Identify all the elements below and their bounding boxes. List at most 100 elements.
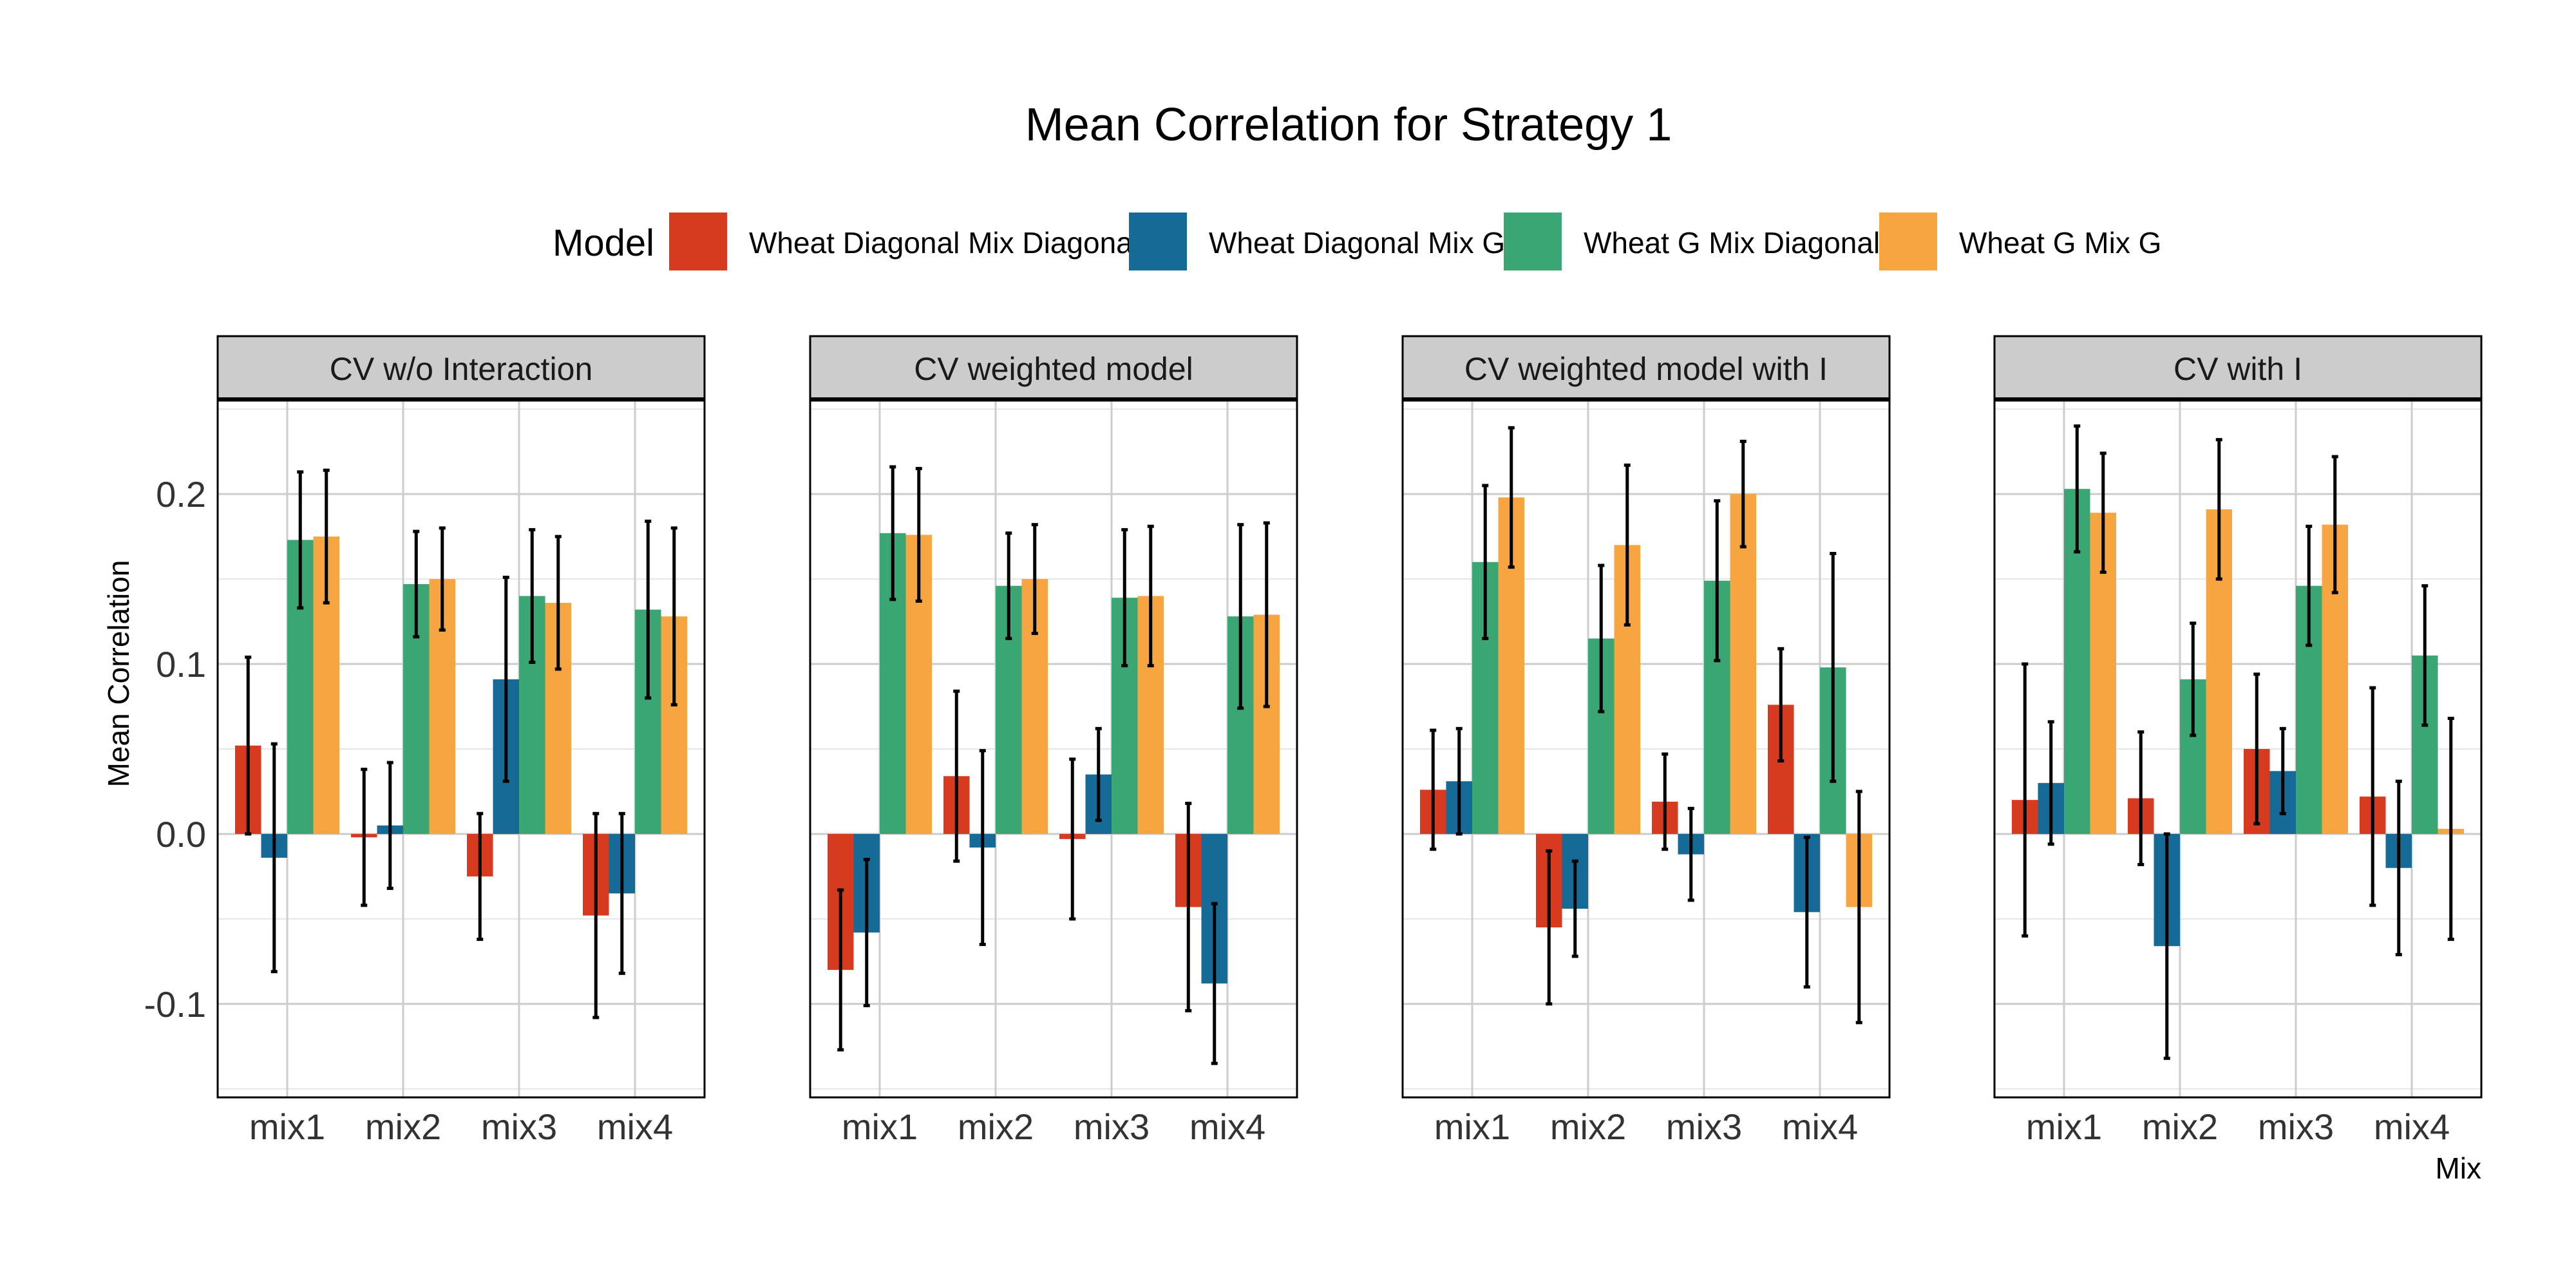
x-tick-label: mix3 bbox=[1666, 1106, 1742, 1147]
error-bar bbox=[1662, 752, 1669, 851]
x-tick-label: mix4 bbox=[2374, 1106, 2450, 1147]
panel-3: CV weighted model with I mix1 mix2 mix3 mix4 bbox=[1401, 335, 1891, 1147]
error-bar bbox=[477, 811, 484, 942]
legend-title: Model bbox=[553, 222, 654, 264]
error-bar bbox=[2137, 730, 2145, 866]
error-bar bbox=[2190, 621, 2197, 737]
x-tick-label: mix3 bbox=[2258, 1106, 2334, 1147]
panel-title: CV w/o Interaction bbox=[330, 351, 593, 387]
error-bar bbox=[529, 528, 536, 664]
error-bar bbox=[1237, 523, 1244, 710]
panel-2: CV weighted model mix1 mix2 mix3 mix4 bbox=[809, 335, 1298, 1147]
x-tick-label: mix2 bbox=[958, 1106, 1034, 1147]
x-tick-label: mix2 bbox=[2142, 1106, 2218, 1147]
x-tick-label: mix2 bbox=[1550, 1106, 1626, 1147]
panel-title: CV weighted model with I bbox=[1464, 351, 1828, 387]
x-tick-label: mix3 bbox=[481, 1106, 557, 1147]
x-tick-label: mix4 bbox=[1782, 1106, 1858, 1147]
x-tick-label: mix1 bbox=[1434, 1106, 1510, 1147]
error-bar bbox=[2421, 584, 2429, 727]
error-bar bbox=[1455, 726, 1463, 836]
error-bar bbox=[2369, 686, 2376, 907]
error-bar bbox=[953, 689, 960, 863]
error-bar bbox=[2215, 438, 2222, 581]
error-bar bbox=[2306, 524, 2313, 647]
legend-label-3: Wheat G Mix Diagonal bbox=[1584, 226, 1880, 260]
legend-label-2: Wheat Diagonal Mix G bbox=[1209, 226, 1505, 260]
error-bar bbox=[245, 655, 252, 836]
chart-title: Mean Correlation for Strategy 1 bbox=[1025, 99, 1672, 151]
legend-swatch-3 bbox=[1504, 213, 1562, 270]
x-tick-label: mix1 bbox=[842, 1106, 918, 1147]
x-tick-label: mix4 bbox=[1189, 1106, 1265, 1147]
panel-1: CV w/o Interaction mix1 mix2 mix3 mix4 -0.1 0.… bbox=[144, 335, 706, 1147]
legend-swatch-4 bbox=[1879, 213, 1937, 270]
panel-strip bbox=[216, 335, 706, 401]
error-bar bbox=[1739, 439, 1747, 549]
error-bar bbox=[2395, 779, 2402, 956]
error-bar bbox=[1430, 728, 1437, 851]
error-bar bbox=[2253, 672, 2260, 826]
error-bar bbox=[1546, 849, 1553, 1006]
legend-label-4: Wheat G Mix G bbox=[1959, 226, 2161, 260]
y-axis-label: Mean Correlation bbox=[102, 560, 135, 788]
error-bar bbox=[1687, 806, 1694, 902]
legend-swatch-1 bbox=[669, 213, 727, 270]
error-bar bbox=[502, 575, 509, 783]
x-tick-label: mix3 bbox=[1074, 1106, 1150, 1147]
error-bar bbox=[361, 768, 368, 907]
panel-strip bbox=[809, 335, 1298, 401]
error-bar bbox=[2447, 716, 2454, 942]
panel-border bbox=[1401, 399, 1891, 1099]
error-bar bbox=[2022, 662, 2029, 938]
error-bar bbox=[618, 811, 625, 975]
error-bar bbox=[1095, 726, 1102, 822]
error-bar bbox=[1803, 835, 1810, 989]
y-tick-label: 0.0 bbox=[156, 814, 206, 855]
error-bar bbox=[297, 470, 304, 610]
error-bar bbox=[1185, 801, 1192, 1012]
facet-panels: CV w/o Interaction mix1 mix2 mix3 mix4 -0.1 0.… bbox=[144, 335, 2483, 1147]
panel-4: CV with I mix1 mix2 mix3 mix4 bbox=[1993, 335, 2483, 1147]
y-tick-label: 0.2 bbox=[156, 474, 206, 515]
x-tick-label: mix1 bbox=[2026, 1106, 2102, 1147]
error-bar bbox=[323, 468, 330, 605]
error-bar bbox=[439, 526, 446, 632]
error-bar bbox=[1121, 528, 1128, 668]
legend: Wheat Diagonal Mix Diagonal Wheat Diagona… bbox=[669, 213, 2161, 270]
panel-border bbox=[1993, 399, 2483, 1099]
error-bar bbox=[2074, 424, 2081, 554]
error-bar bbox=[1069, 757, 1076, 921]
bar bbox=[1730, 494, 1756, 834]
error-bar bbox=[645, 519, 652, 700]
panel-border bbox=[809, 399, 1298, 1099]
error-bar bbox=[1571, 859, 1578, 958]
error-bar bbox=[592, 811, 600, 1019]
panel-title: CV with I bbox=[2174, 351, 2302, 387]
error-bar bbox=[413, 529, 420, 639]
error-bar bbox=[554, 535, 562, 671]
x-tick-label: mix1 bbox=[249, 1106, 325, 1147]
error-bar bbox=[1598, 564, 1605, 714]
panel-title: CV weighted model bbox=[914, 351, 1193, 387]
legend-label-1: Wheat Diagonal Mix Diagonal bbox=[749, 226, 1139, 260]
error-bar bbox=[1005, 531, 1012, 640]
error-bar bbox=[2099, 451, 2107, 574]
error-bar bbox=[915, 467, 922, 603]
panel-strip bbox=[1401, 335, 1891, 401]
x-axis-label: Mix bbox=[2435, 1151, 2481, 1185]
error-bar bbox=[1508, 426, 1515, 569]
error-bar bbox=[2047, 720, 2054, 846]
error-bar bbox=[837, 888, 844, 1052]
error-bar bbox=[979, 749, 986, 946]
error-bar bbox=[1777, 647, 1785, 762]
error-bar bbox=[889, 465, 896, 601]
error-bar bbox=[2331, 455, 2338, 594]
error-bar bbox=[2279, 726, 2286, 815]
error-bar bbox=[270, 742, 278, 974]
error-bar bbox=[1263, 521, 1270, 708]
error-bar bbox=[863, 858, 870, 1007]
error-bar bbox=[1482, 484, 1489, 640]
error-bar bbox=[1031, 523, 1038, 636]
